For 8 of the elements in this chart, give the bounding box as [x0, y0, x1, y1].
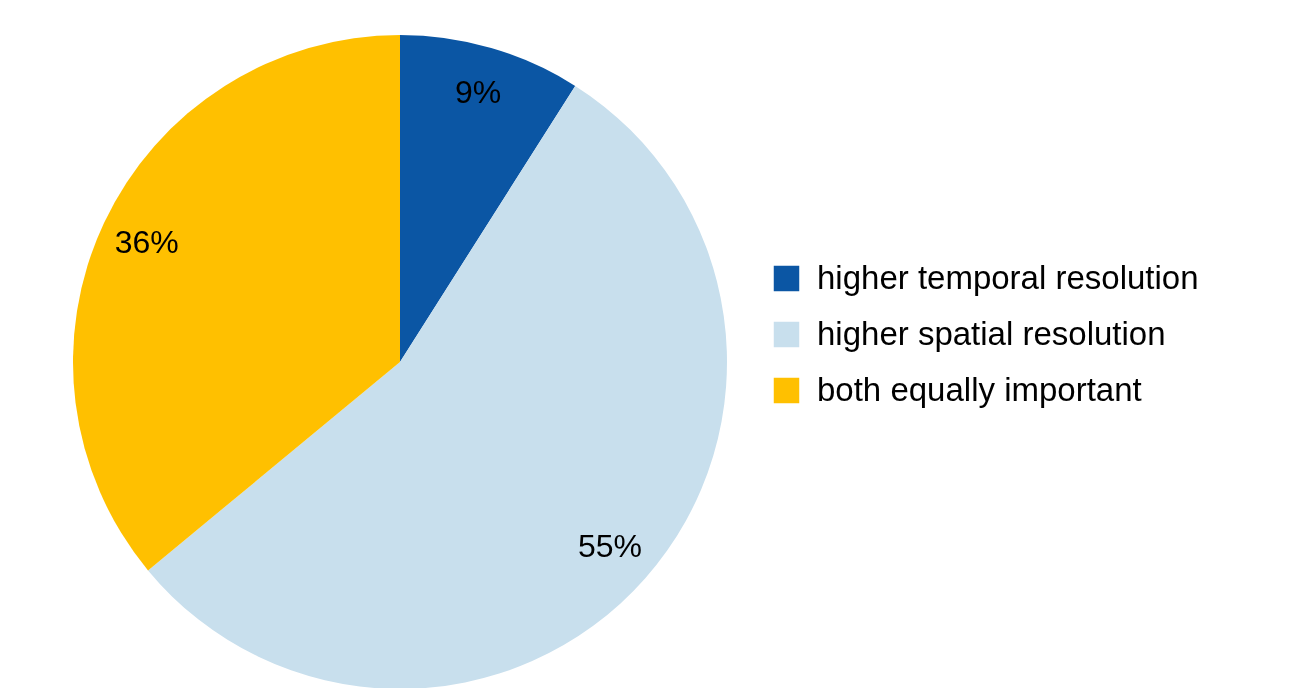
- data-label: 36%: [114, 223, 179, 260]
- legend-label: higher temporal resolution: [817, 258, 1199, 296]
- data-label: 9%: [454, 74, 502, 111]
- data-label: 55%: [578, 528, 643, 565]
- legend-label: higher spatial resolution: [817, 314, 1166, 352]
- pie-slice: [400, 35, 576, 362]
- legend-label: both equally important: [817, 370, 1142, 408]
- pie-slice: [73, 35, 400, 571]
